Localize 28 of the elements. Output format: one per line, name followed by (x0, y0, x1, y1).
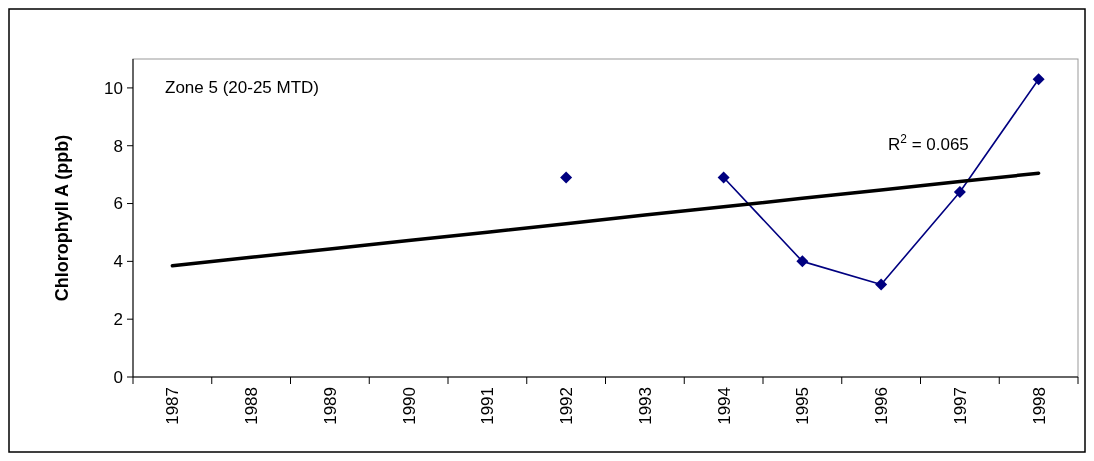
x-tick-label: 1988 (242, 387, 262, 425)
x-tick-label: 1987 (163, 387, 183, 425)
x-tick-label: 1995 (793, 387, 813, 425)
x-tick-label: 1994 (714, 387, 734, 425)
x-tick-label: 1989 (320, 387, 340, 425)
y-tick-label: 6 (113, 194, 123, 214)
y-tick-label: 8 (113, 136, 123, 156)
annotation: R$^{2}$ = 0.065 (888, 132, 969, 154)
x-tick-label: 1993 (635, 387, 655, 425)
y-tick-label: 2 (113, 310, 123, 330)
point (796, 255, 809, 268)
y-tick-label: 4 (113, 252, 123, 272)
annotation: Zone 5 (20-25 MTD) (165, 78, 319, 97)
x-tick-label: 1992 (557, 387, 577, 425)
x-tick-label: 1996 (872, 387, 892, 425)
y-tick-label: 10 (104, 78, 123, 98)
y-axis-title: Chlorophyll A (ppb) (52, 134, 72, 302)
point (875, 278, 888, 291)
point (953, 185, 966, 198)
point (1032, 73, 1045, 86)
x-tick-label: 1990 (399, 387, 419, 425)
x-tick-label: 1997 (950, 387, 970, 425)
line-series (170, 171, 1041, 268)
y-tick-label: 0 (113, 367, 123, 387)
x-tick-label: 1998 (1029, 387, 1049, 425)
point (717, 171, 730, 184)
x-tick-label: 1991 (478, 387, 498, 425)
point (560, 171, 573, 184)
